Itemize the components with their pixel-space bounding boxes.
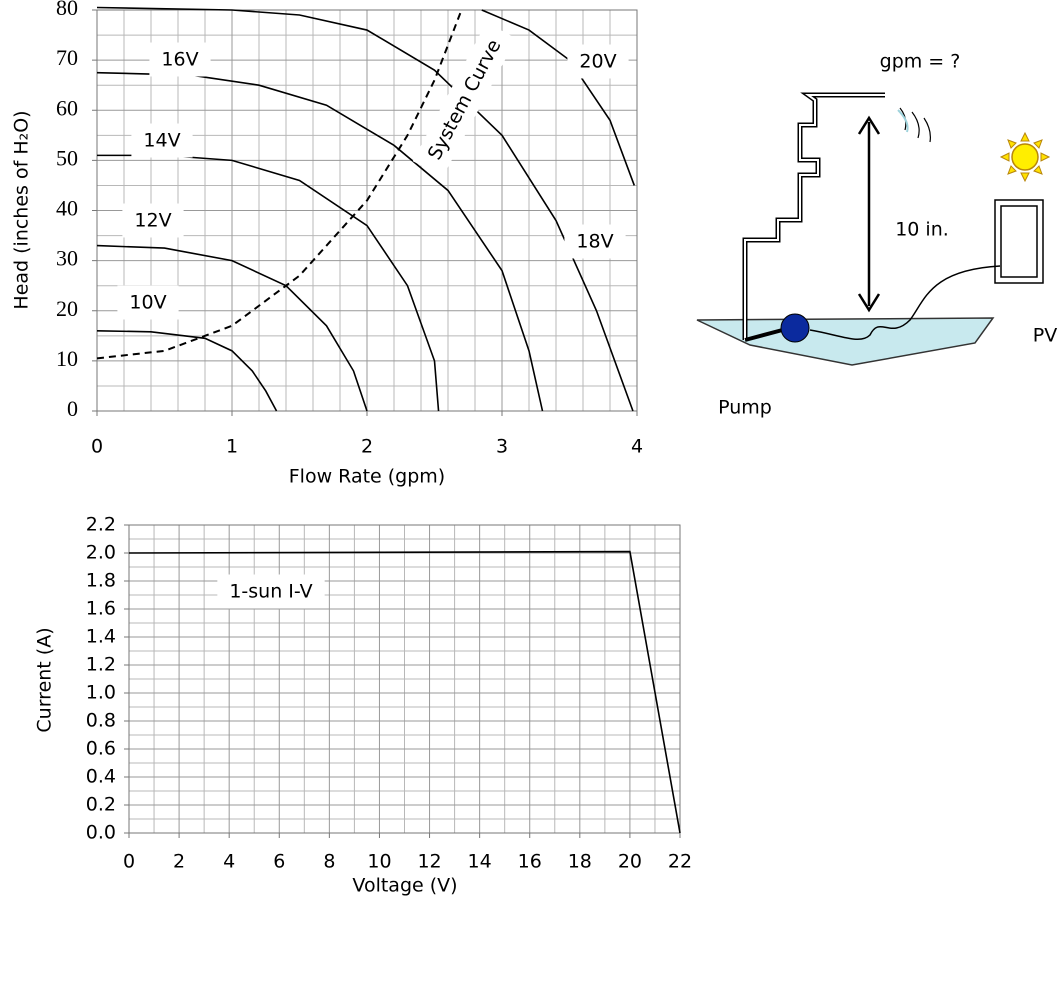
y-tick-label: 20 (56, 296, 78, 321)
y-tick-label: 0.0 (86, 822, 116, 844)
x-tick-label: 4 (631, 436, 643, 458)
pipe-inner (744, 94, 885, 340)
x-tick-label: 2 (361, 436, 373, 458)
series-line (96, 6, 634, 412)
series-label: 16V (149, 42, 211, 77)
y-tick-label: 70 (56, 45, 78, 70)
series-label: 18V (564, 224, 626, 259)
y-tick-label: 1.2 (86, 654, 116, 676)
y-tick-label: 0 (67, 396, 78, 421)
height-label: 10 in. (895, 219, 949, 241)
series-label: 14V (131, 123, 193, 158)
series-line (128, 550, 681, 834)
x-tick-label: 6 (273, 851, 285, 873)
series-label: 10V (117, 285, 179, 320)
series-line (96, 71, 544, 412)
flow-label: gpm = ? (880, 51, 961, 73)
y-tick-label: 1.6 (86, 598, 116, 620)
series-label: System Curve (412, 22, 517, 178)
y-tick-label: 0.2 (86, 794, 116, 816)
series-label-text: 18V (576, 231, 613, 253)
y-tick-label: 1.8 (86, 570, 116, 592)
label-background (564, 224, 626, 259)
arrow-head (857, 115, 881, 135)
x-tick-label: 4 (223, 851, 235, 873)
series-label-text: 20V (579, 51, 616, 73)
water-drops (899, 107, 931, 143)
x-tick-label: 2 (173, 851, 185, 873)
y-tick-label: 1.0 (86, 682, 116, 704)
pump-label: Pump (718, 397, 772, 419)
x-tick-label: 14 (468, 851, 492, 873)
water-pool (696, 317, 995, 366)
y-tick-label: 0.8 (86, 710, 116, 732)
series-label-text: 16V (161, 49, 198, 71)
y-tick-label: 50 (56, 145, 78, 170)
series-label-text: 14V (143, 130, 180, 152)
panel-label: PV (1033, 325, 1057, 347)
x-tick-label: 8 (323, 851, 335, 873)
pump (780, 313, 810, 343)
x-tick-label: 16 (518, 851, 542, 873)
pv-panel-inner (1000, 205, 1038, 278)
x-axis-title: Flow Rate (gpm) (289, 466, 445, 488)
y-tick-label: 60 (56, 95, 78, 120)
pump-diagram: gpm = ? 10 in. PV Pump (696, 51, 1057, 419)
series-label-text: System Curve (424, 36, 506, 164)
arrow-head (857, 293, 881, 313)
y-tick-label: 10 (56, 346, 78, 371)
series-label: 20V (567, 44, 629, 79)
x-tick-label: 20 (618, 851, 642, 873)
series-label-text: 12V (134, 210, 171, 232)
water-stream (897, 109, 909, 133)
label-background (131, 123, 193, 158)
series-line (96, 330, 278, 412)
x-tick-label: 12 (417, 851, 441, 873)
plot-frame (128, 524, 681, 834)
y-axis-title: Head (inches of H₂O) (11, 110, 33, 309)
y-tick-label: 2.0 (86, 542, 116, 564)
label-background (149, 42, 211, 77)
wire (809, 265, 1001, 341)
x-tick-label: 22 (668, 851, 692, 873)
chart: 0 2 4 6 8 10 12 14 16 18 20 22 0.0 0.2 0.4 0.6 0.8 1.0 1.2… (34, 514, 693, 897)
x-tick-label: 10 (367, 851, 391, 873)
label-background (117, 285, 179, 320)
x-axis-title: Voltage (V) (352, 875, 457, 897)
label-background (122, 203, 184, 238)
x-tick-label: 1 (226, 436, 238, 458)
y-tick-label: 2.2 (86, 514, 116, 536)
label-background (412, 22, 517, 178)
series-line (97, 154, 440, 412)
series-label-text: 1-sun I-V (229, 581, 312, 603)
label-background (567, 44, 629, 79)
y-tick-label: 0.4 (86, 766, 116, 788)
x-tick-label: 0 (91, 436, 103, 458)
y-tick-label: 80 (56, 0, 78, 20)
series-label: 1-sun I-V (217, 574, 325, 609)
x-tick-label: 3 (496, 436, 508, 458)
y-axis-title: Current (A) (34, 627, 56, 732)
y-tick-label: 1.4 (86, 626, 116, 648)
y-tick-label: 0.6 (86, 738, 116, 760)
sun (999, 131, 1051, 183)
series-label: 12V (122, 203, 184, 238)
pv-panel (994, 199, 1044, 284)
series-label-text: 10V (129, 292, 166, 314)
y-tick-label: 40 (56, 196, 78, 221)
label-background (217, 574, 325, 609)
x-tick-label: 0 (123, 851, 135, 873)
x-tick-label: 18 (568, 851, 592, 873)
y-tick-label: 30 (56, 246, 78, 271)
